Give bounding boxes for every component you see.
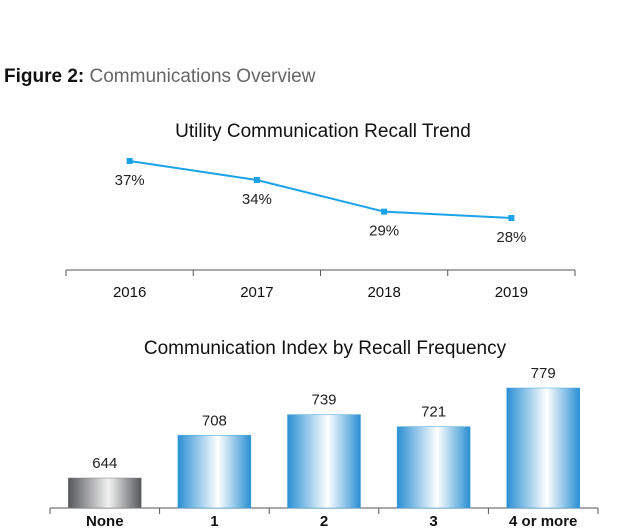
bar bbox=[68, 477, 142, 509]
bar bbox=[177, 435, 252, 509]
bar-data-label: 644 bbox=[92, 455, 117, 472]
bar bbox=[396, 426, 471, 509]
bar-x-tick-label: 2 bbox=[320, 513, 328, 530]
line-data-label: 28% bbox=[496, 229, 526, 246]
bar-x-tick-label: 3 bbox=[429, 513, 437, 530]
line-point bbox=[126, 158, 133, 164]
series-line bbox=[129, 160, 512, 219]
bar-x-tick-label: None bbox=[86, 513, 124, 530]
bar-chart: 644 None 708 1 739 2 721 3 779 4 or more bbox=[49, 365, 599, 530]
bar bbox=[287, 414, 361, 509]
bar-x-tick-label: 4 or more bbox=[509, 513, 577, 530]
line-x-tick-label: 2017 bbox=[240, 284, 273, 301]
line-x-tick-label: 2019 bbox=[495, 284, 528, 301]
bar-x-tick-label: 1 bbox=[210, 513, 218, 530]
bar bbox=[506, 387, 580, 509]
line-point bbox=[381, 208, 388, 215]
figure-title: Figure 2: Communications Overview bbox=[4, 66, 315, 88]
line-data-label: 29% bbox=[369, 223, 399, 240]
figure-label: Figure 2: bbox=[4, 66, 85, 87]
line-point bbox=[253, 177, 260, 183]
bar-data-label: 779 bbox=[531, 365, 556, 382]
line-data-label: 37% bbox=[115, 172, 145, 189]
line-chart: 37% 2016 34% 2017 29% 2018 28% 2019 bbox=[65, 158, 576, 301]
bar-chart-title: Communication Index by Recall Frequency bbox=[144, 338, 507, 359]
bar-data-label: 708 bbox=[202, 412, 227, 429]
line-point bbox=[508, 215, 515, 221]
bar-data-label: 739 bbox=[311, 392, 336, 409]
bar-data-label: 721 bbox=[421, 404, 446, 421]
line-x-tick-label: 2016 bbox=[113, 284, 146, 301]
figure-subtitle: Communications Overview bbox=[89, 66, 316, 87]
line-data-label: 34% bbox=[242, 191, 272, 208]
line-x-tick-label: 2018 bbox=[367, 284, 400, 301]
line-chart-title: Utility Communication Recall Trend bbox=[175, 121, 471, 142]
